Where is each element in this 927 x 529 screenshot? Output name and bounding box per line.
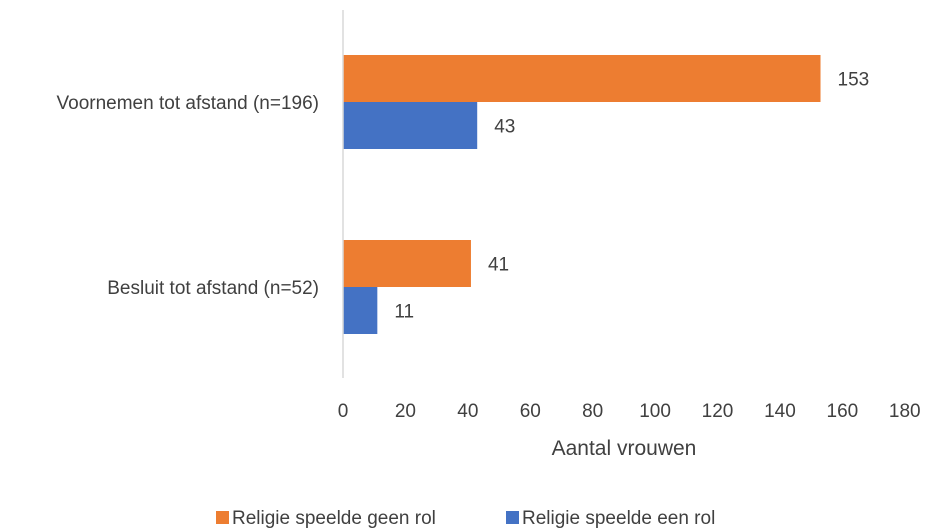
x-tick-label: 180 (889, 401, 921, 422)
x-tick-label: 160 (827, 401, 859, 422)
bar (343, 287, 378, 334)
legend-swatch (506, 511, 519, 524)
x-tick-label: 100 (639, 401, 671, 422)
category-axis: Voornemen tot afstand (n=196) Besluit tot… (57, 10, 344, 378)
data-label: 11 (394, 302, 414, 323)
legend-label: Religie speelde geen rol (232, 508, 436, 529)
category-label: Voornemen tot afstand (n=196) (57, 93, 319, 114)
value-axis: 0 20 40 60 80 100 120 140 160 180 (338, 401, 921, 422)
legend-item: Religie speelde een rol (506, 508, 715, 529)
legend: Religie speelde geen rol Religie speelde … (216, 508, 715, 529)
data-label: 43 (494, 117, 515, 138)
legend-swatch (216, 511, 229, 524)
x-tick-label: 0 (338, 401, 349, 422)
x-tick-label: 60 (520, 401, 541, 422)
data-label: 41 (488, 255, 509, 276)
bar (343, 55, 821, 102)
legend-item: Religie speelde geen rol (216, 508, 436, 529)
plot-area: 153 41 43 11 (343, 55, 869, 334)
x-tick-label: 20 (395, 401, 416, 422)
x-tick-label: 140 (764, 401, 796, 422)
bar (343, 102, 478, 149)
x-tick-label: 120 (702, 401, 734, 422)
x-axis-title: Aantal vrouwen (552, 437, 697, 460)
x-tick-label: 40 (457, 401, 478, 422)
bar (343, 240, 471, 287)
data-label: 153 (838, 70, 870, 91)
x-tick-label: 80 (582, 401, 603, 422)
legend-label: Religie speelde een rol (522, 508, 715, 529)
category-label: Besluit tot afstand (n=52) (107, 278, 319, 299)
